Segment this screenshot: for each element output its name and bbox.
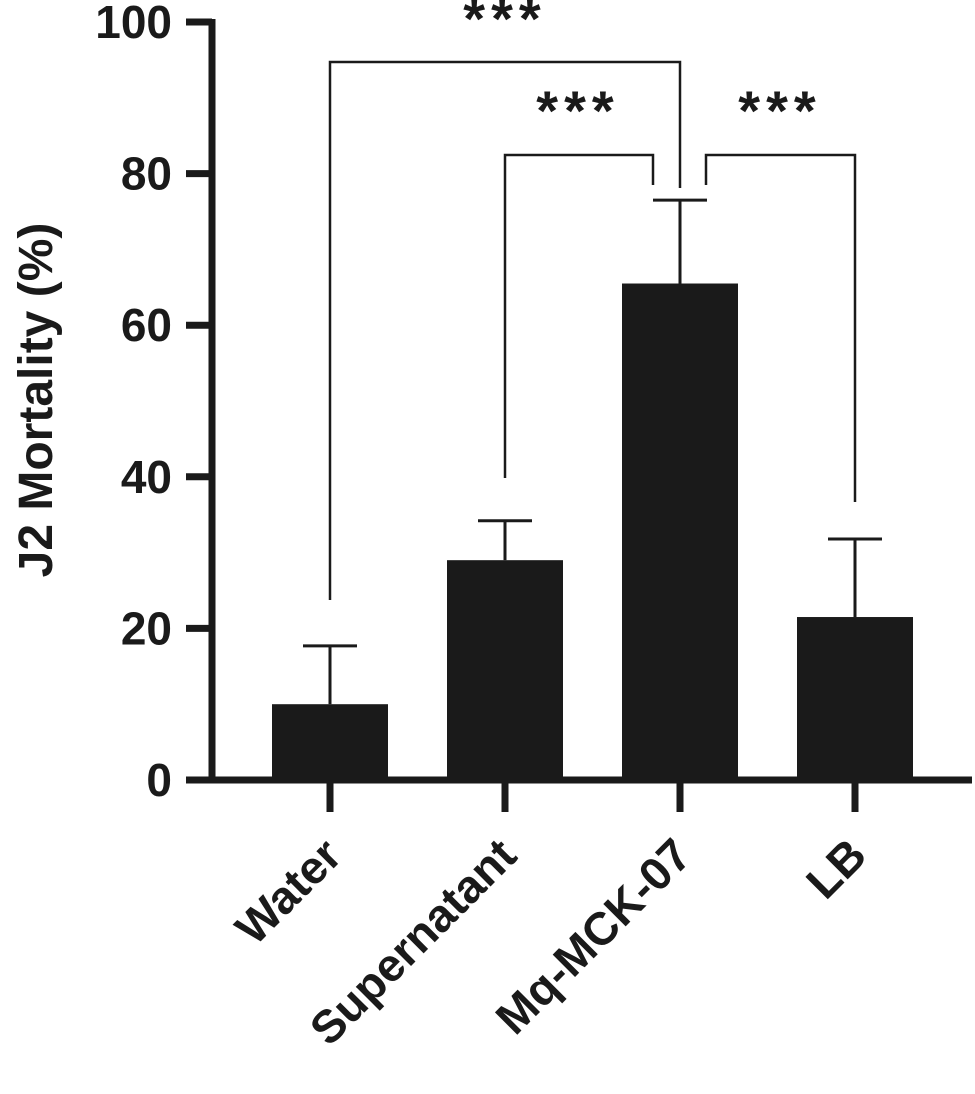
significance-label: *** — [738, 79, 821, 142]
bar-water — [272, 704, 388, 780]
bar-mq-mck-07 — [622, 283, 738, 780]
y-tick-label: 0 — [146, 754, 172, 806]
significance-bracket — [704, 153, 857, 502]
x-category-label: Water — [225, 828, 351, 954]
y-tick-label: 40 — [121, 451, 172, 503]
y-tick-label: 80 — [121, 148, 172, 200]
bar-lb — [797, 617, 913, 780]
y-tick-label: 20 — [121, 602, 172, 654]
bars — [272, 283, 913, 780]
significance-label: *** — [536, 79, 619, 142]
bar-supernatant — [447, 560, 563, 780]
y-tick-label: 100 — [95, 0, 172, 48]
y-ticks: 0 20 40 60 80 100 — [95, 0, 212, 806]
x-category-label: LB — [796, 828, 876, 908]
significance-label: *** — [463, 0, 546, 50]
error-bars — [303, 198, 882, 705]
significance-bracket — [503, 153, 655, 478]
y-tick-label: 60 — [121, 299, 172, 351]
significance-bracket — [328, 60, 682, 600]
y-axis-title: J2 Mortality (%) — [10, 223, 63, 578]
significance-brackets: *** *** *** — [328, 0, 857, 600]
